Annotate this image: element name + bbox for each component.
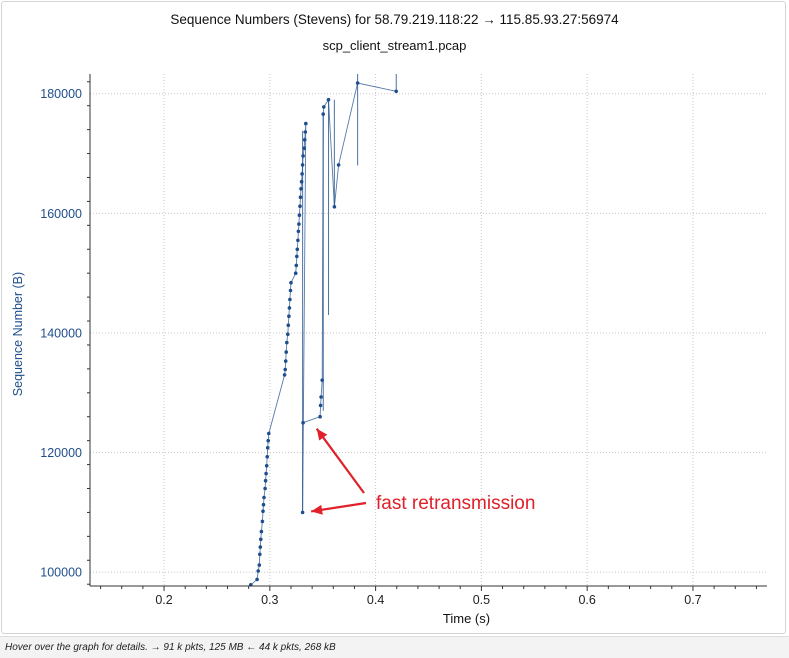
data-point[interactable] [295,247,300,252]
data-point[interactable] [266,438,271,443]
x-tick-label: 0.5 [473,593,490,607]
data-point[interactable] [318,414,322,419]
data-point[interactable] [286,323,291,328]
plot-frame [1,1,786,634]
data-point[interactable] [293,271,298,276]
y-tick-label: 140000 [40,326,82,340]
y-tick-label: 160000 [40,207,82,221]
axes: 0.2 0.3 0.4 0.5 0.6 0.7 100000 120000 140000 1600… [11,74,767,626]
x-axis-title: Time (s) [443,611,490,626]
data-point[interactable] [283,367,288,372]
data-point[interactable] [264,471,268,476]
data-point[interactable] [294,263,299,268]
status-text: Hover over the graph for details. → 91 k… [5,642,336,653]
data-point[interactable] [258,552,262,557]
data-point[interactable] [332,205,337,209]
sequence-trace [250,82,397,586]
annotation: fast retransmission [310,428,535,515]
data-point[interactable] [355,81,360,85]
trace-lines [250,74,397,586]
x-tick-label: 0.7 [684,593,701,607]
status-bar: Hover over the graph for details. → 91 k… [0,636,789,658]
data-point[interactable] [267,431,271,436]
y-tick-label: 100000 [40,566,82,580]
data-point[interactable] [300,163,305,167]
data-point[interactable] [302,138,307,142]
data-point[interactable] [285,340,289,345]
data-point[interactable] [300,172,304,176]
data-point[interactable] [302,146,307,150]
data-point[interactable] [260,519,265,524]
data-point[interactable] [283,359,288,363]
data-point[interactable] [262,495,266,500]
data-point[interactable] [318,403,323,408]
data-point[interactable] [255,577,259,582]
x-tick-label: 0.6 [578,593,595,607]
data-point[interactable] [298,195,303,199]
data-point[interactable] [299,187,303,191]
data-point[interactable] [297,222,301,226]
data-point[interactable] [303,130,308,134]
annotation-arrowhead [311,504,323,515]
y-tick-label: 120000 [40,446,82,460]
annotation-arrow [315,428,365,494]
data-point[interactable] [263,478,268,483]
data-point[interactable] [288,288,293,293]
data-point[interactable] [322,105,326,109]
data-point[interactable] [336,163,341,167]
x-tick-label: 0.2 [155,593,172,607]
y-axis-title: Sequence Number (B) [11,272,25,396]
data-point[interactable] [264,464,269,468]
data-point[interactable] [289,280,293,285]
data-point[interactable] [282,373,287,377]
data-point[interactable] [256,569,261,573]
data-point[interactable] [258,545,263,549]
data-points[interactable] [249,81,399,587]
data-point[interactable] [297,213,302,217]
x-tick-label: 0.4 [367,593,384,607]
data-point[interactable] [394,89,399,94]
annotation-label: fast retransmission [376,493,535,514]
data-point[interactable] [284,350,289,354]
data-point[interactable] [257,563,262,567]
data-point[interactable] [261,502,266,507]
data-point[interactable] [301,420,305,425]
data-point[interactable] [295,254,299,259]
y-tick-label: 180000 [40,87,82,101]
data-point[interactable] [265,455,270,459]
annotation-arrowhead [316,428,328,441]
data-point[interactable] [296,238,300,243]
data-point[interactable] [299,179,304,184]
data-point[interactable] [326,97,331,102]
grid [90,74,767,586]
data-point[interactable] [286,332,290,337]
data-point[interactable] [300,510,305,515]
data-point[interactable] [288,297,292,302]
data-point[interactable] [320,378,325,383]
data-point[interactable] [319,395,323,399]
data-point[interactable] [296,229,301,234]
data-point[interactable] [287,306,292,310]
sequence-chart[interactable]: 0.2 0.3 0.4 0.5 0.6 0.7 100000 120000 140000 1600… [0,0,789,636]
data-point[interactable] [304,121,308,126]
data-point[interactable] [259,529,264,534]
data-point[interactable] [298,204,302,208]
data-point[interactable] [287,314,291,319]
data-point[interactable] [263,486,267,491]
x-tick-label: 0.3 [261,593,278,607]
data-point[interactable] [261,509,265,513]
chart-subtitle: scp_client_stream1.pcap [322,38,467,53]
data-point[interactable] [301,154,305,158]
chart-title: Sequence Numbers (Stevens) for 58.79.219… [170,12,619,27]
data-point[interactable] [265,446,270,450]
data-point[interactable] [321,112,326,116]
data-point[interactable] [259,537,263,542]
